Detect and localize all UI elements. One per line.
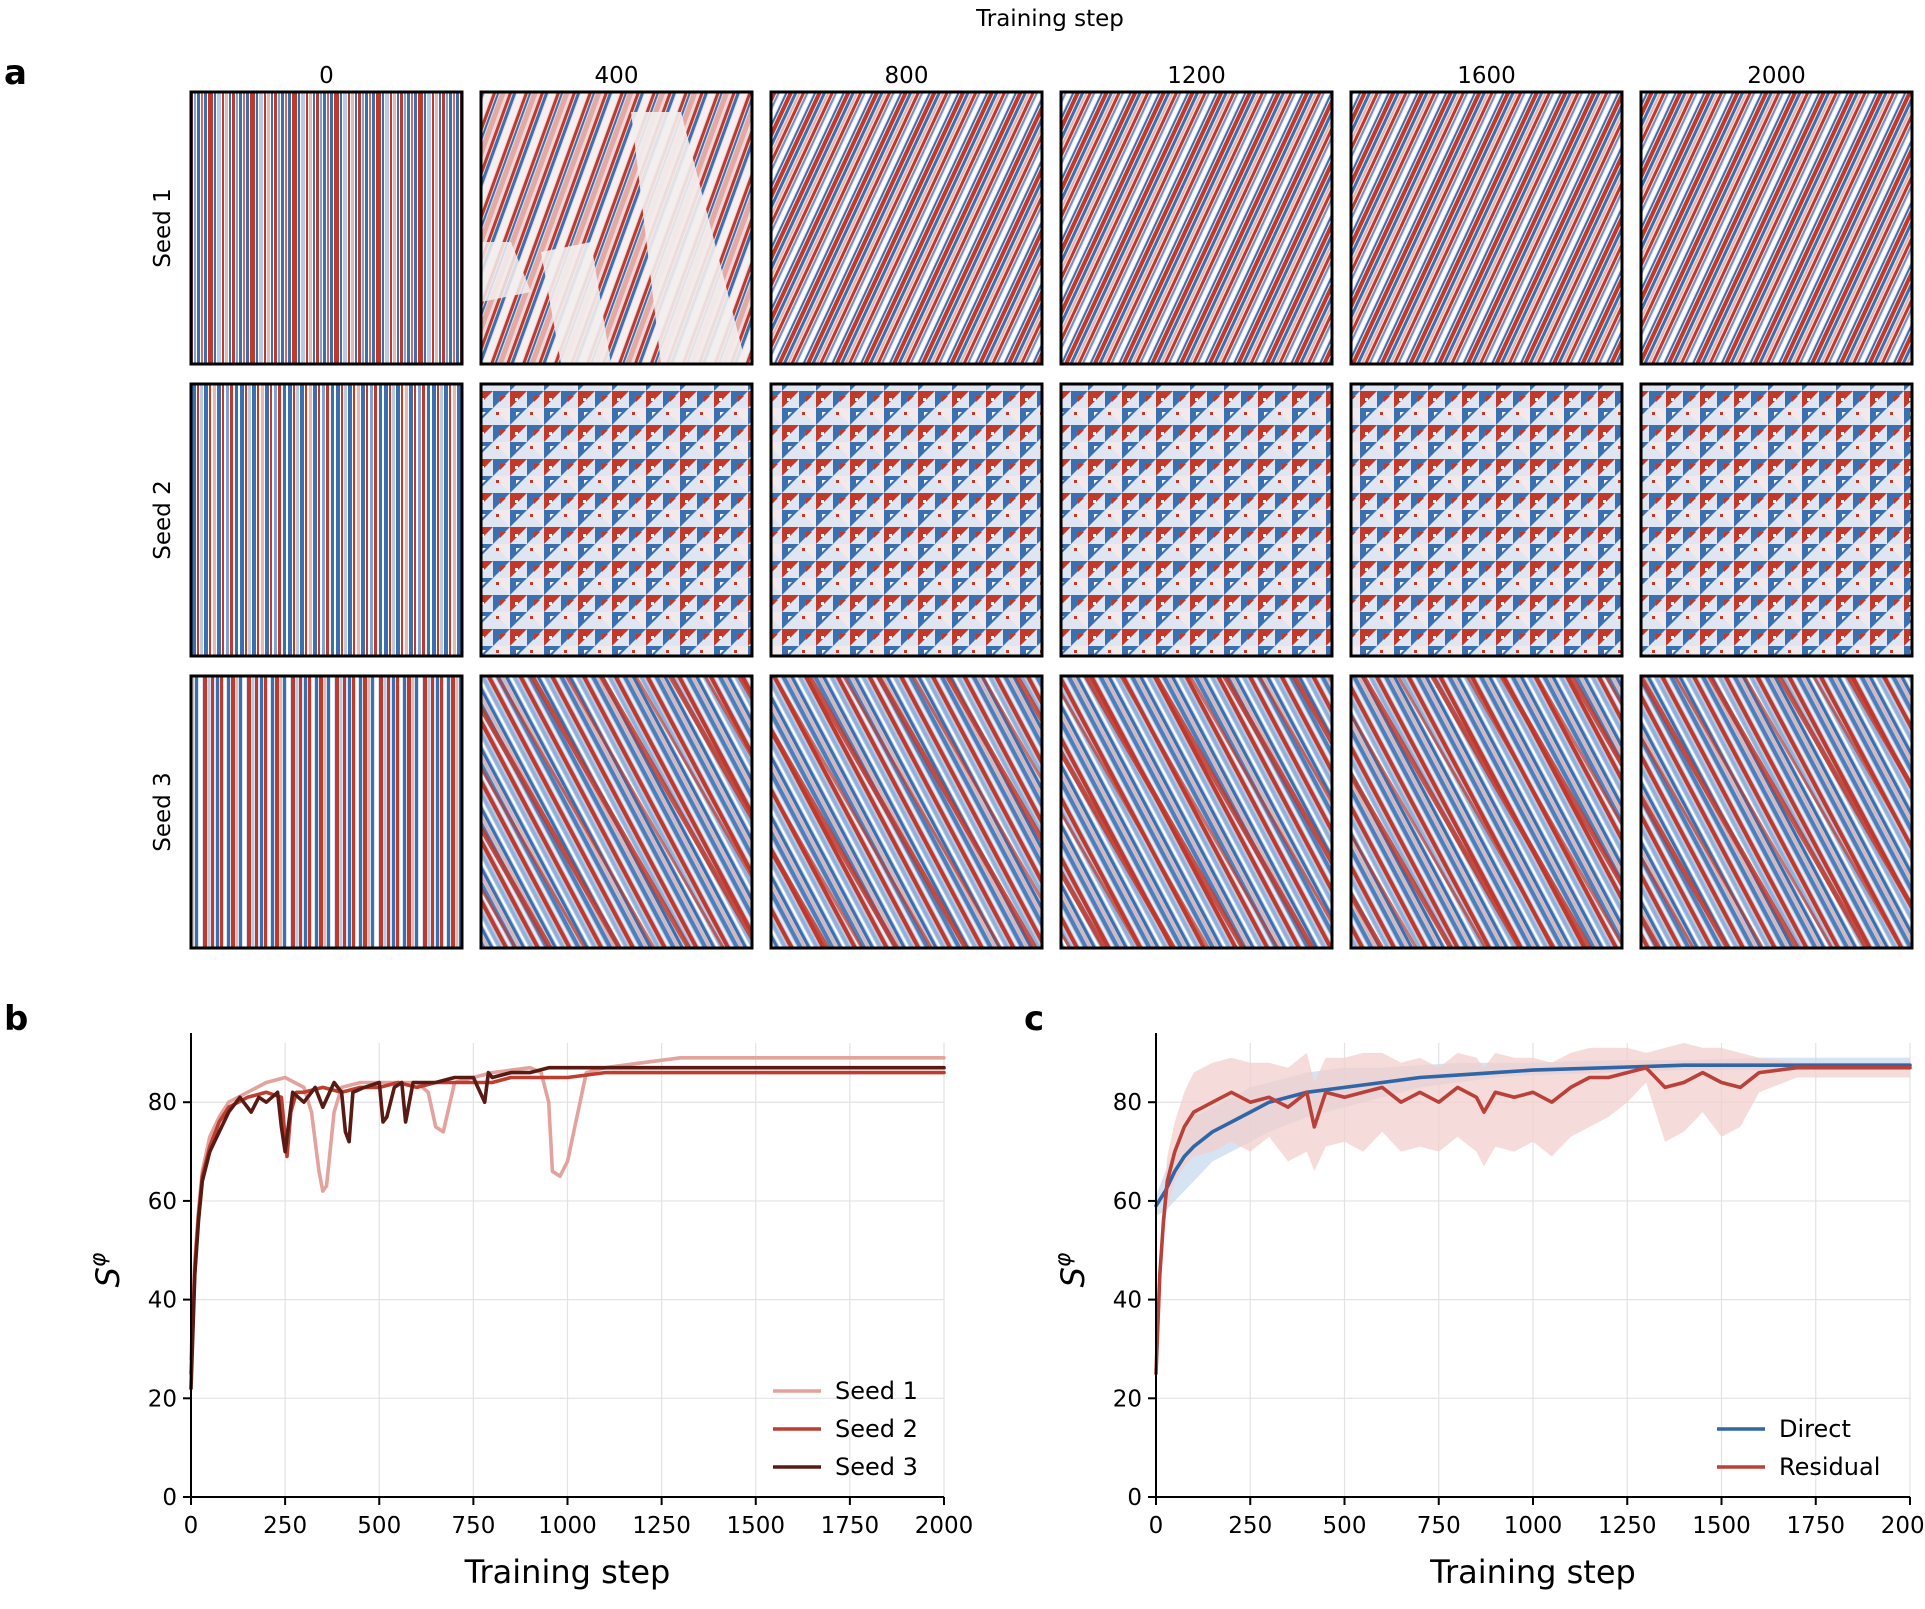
legend-item-direct: Direct	[1717, 1415, 1851, 1443]
grid-top-label: Training step	[975, 6, 1124, 32]
x-tick-label-1500: 1500	[726, 1513, 785, 1539]
band-residual	[1156, 1043, 1910, 1384]
x-tick-label-1000: 1000	[538, 1513, 597, 1539]
x-tick-label-250: 250	[1228, 1513, 1272, 1539]
series-line-seed-3	[189, 1065, 946, 1391]
pattern-cell-seed3-step1200	[1059, 674, 1334, 950]
row-label-seed-1: Seed 1	[150, 188, 176, 267]
y-tick-label-0: 0	[162, 1485, 177, 1511]
x-tick-label-750: 750	[451, 1513, 495, 1539]
x-tick-label-1250: 1250	[632, 1513, 691, 1539]
legend-label: Residual	[1779, 1453, 1880, 1481]
x-tick-label-2000: 2000	[915, 1513, 974, 1539]
y-tick-label-60: 60	[148, 1189, 177, 1215]
column-label-1200: 1200	[1167, 63, 1226, 89]
pattern-cell-seed2-step0	[189, 382, 464, 658]
x-tick-label-1250: 1250	[1598, 1513, 1657, 1539]
pattern-cell-seed2-step2000	[1639, 382, 1914, 658]
pattern-cell-seed1-step2000	[1639, 90, 1914, 366]
legend-item-seed-3: Seed 3	[773, 1453, 918, 1481]
y-tick-label-60: 60	[1113, 1189, 1142, 1215]
x-tick-label-1000: 1000	[1504, 1513, 1563, 1539]
x-tick-label-0: 0	[1149, 1513, 1164, 1539]
legend-label: Seed 3	[835, 1453, 918, 1481]
pattern-cell-seed1-step1600	[1349, 90, 1624, 366]
x-tick-label-500: 500	[1323, 1513, 1367, 1539]
y-tick-label-20: 20	[148, 1386, 177, 1412]
pattern-cell-seed3-step0	[189, 674, 464, 950]
pattern-cell-seed1-step1200	[1059, 90, 1334, 366]
panel-letter-a: a	[4, 53, 27, 93]
series-line-direct	[1154, 1063, 1912, 1208]
legend-label: Seed 1	[835, 1377, 918, 1405]
panel-a-grid: 0 400 800 1200 1600 2000 Seed 1 Seed 2 Seed 3	[150, 63, 1914, 950]
panel-letter-c: c	[1024, 999, 1044, 1039]
pattern-cell-seed3-step400	[479, 674, 754, 950]
pattern-cell-seed2-step1600	[1349, 382, 1624, 658]
legend-label: Direct	[1779, 1415, 1851, 1443]
x-tick-label-1500: 1500	[1692, 1513, 1751, 1539]
y-axis-label: Sφ	[1051, 1252, 1092, 1287]
pattern-cell-seed3-step1600	[1349, 674, 1624, 950]
x-tick-label-750: 750	[1417, 1513, 1461, 1539]
legend-item-seed-1: Seed 1	[773, 1377, 918, 1405]
x-tick-label-1750: 1750	[821, 1513, 880, 1539]
column-label-0: 0	[319, 63, 334, 89]
x-axis-label: Training step	[1429, 1553, 1636, 1591]
pattern-cell-seed1-step0	[189, 90, 464, 366]
panel-letter-b: b	[4, 999, 28, 1039]
y-tick-label-0: 0	[1127, 1485, 1142, 1511]
pattern-cell-seed1-step800	[769, 90, 1044, 366]
y-tick-label-40: 40	[1113, 1288, 1142, 1314]
pattern-cell-seed2-step800	[769, 382, 1044, 658]
y-tick-label-80: 80	[148, 1090, 177, 1116]
x-tick-label-500: 500	[357, 1513, 401, 1539]
row-label-seed-2: Seed 2	[150, 480, 176, 559]
column-label-1600: 1600	[1457, 63, 1516, 89]
x-tick-label-0: 0	[184, 1513, 199, 1539]
panel-b-chart: 0 250 500 750 1000 1250 1500 1750 2000 0 20 40 60 80 T…	[86, 1033, 973, 1591]
legend-item-residual: Residual	[1717, 1453, 1880, 1481]
pattern-cell-seed1-step400	[479, 90, 754, 366]
y-tick-label-40: 40	[148, 1288, 177, 1314]
column-label-400: 400	[595, 63, 639, 89]
y-tick-label-80: 80	[1113, 1090, 1142, 1116]
y-tick-label-20: 20	[1113, 1386, 1142, 1412]
pattern-cell-seed3-step2000	[1639, 674, 1914, 950]
legend-label: Seed 2	[835, 1415, 918, 1443]
series-line-residual	[1154, 1065, 1912, 1376]
panel-c-chart: 0 250 500 750 1000 1250 1500 1750 2000 0 20 40 60 80 T…	[1051, 1033, 1925, 1591]
x-tick-label-2000: 2000	[1881, 1513, 1925, 1539]
pattern-cell-seed2-step400	[479, 382, 754, 658]
column-label-2000: 2000	[1747, 63, 1806, 89]
row-label-seed-3: Seed 3	[150, 772, 176, 851]
x-tick-label-250: 250	[263, 1513, 307, 1539]
x-axis-label: Training step	[464, 1553, 671, 1591]
x-tick-label-1750: 1750	[1786, 1513, 1845, 1539]
legend-item-seed-2: Seed 2	[773, 1415, 918, 1443]
pattern-cell-seed2-step1200	[1059, 382, 1334, 658]
series-line-seed-1	[189, 1056, 946, 1361]
y-axis-label: Sφ	[86, 1252, 127, 1287]
column-label-800: 800	[885, 63, 929, 89]
pattern-cell-seed3-step800	[769, 674, 1044, 950]
